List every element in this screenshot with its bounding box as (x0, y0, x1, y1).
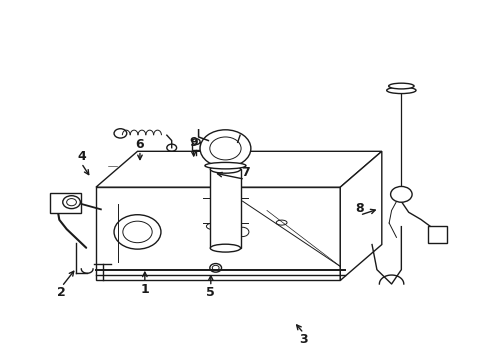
Circle shape (200, 130, 251, 167)
Ellipse shape (210, 244, 241, 252)
Polygon shape (96, 151, 382, 187)
Text: 3: 3 (299, 333, 308, 346)
Bar (428, 226, 447, 243)
Polygon shape (340, 151, 382, 280)
Ellipse shape (389, 83, 414, 89)
Polygon shape (49, 193, 81, 213)
Text: 9: 9 (189, 136, 198, 149)
Ellipse shape (205, 162, 246, 169)
Text: 2: 2 (57, 287, 66, 300)
Text: 1: 1 (141, 283, 149, 296)
Ellipse shape (210, 165, 241, 173)
Text: 4: 4 (77, 150, 86, 163)
Circle shape (391, 186, 412, 202)
Text: 7: 7 (241, 166, 249, 179)
Circle shape (192, 139, 200, 144)
Text: 5: 5 (206, 287, 215, 300)
Polygon shape (96, 187, 340, 280)
Text: 6: 6 (136, 138, 144, 150)
Ellipse shape (387, 87, 416, 94)
Text: 8: 8 (356, 202, 364, 215)
Bar (210, 169, 241, 248)
Bar (192, 141, 200, 149)
